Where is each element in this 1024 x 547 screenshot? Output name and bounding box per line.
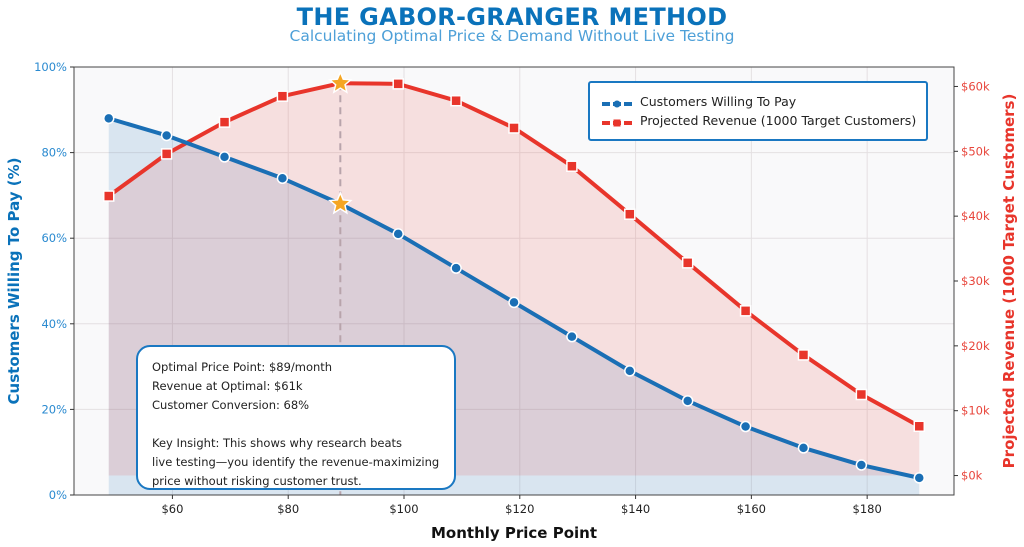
- svg-text:$160: $160: [737, 502, 766, 516]
- legend-item-customers: Customers Willing To Pay: [602, 94, 796, 109]
- y-right-ticks: $0k $10k $20k $30k $40k $50k $60k: [954, 79, 990, 483]
- insight-line-2: live testing—you identify the revenue-ma…: [152, 455, 440, 469]
- svg-text:$60k: $60k: [961, 79, 990, 93]
- legend: Customers Willing To Pay Projected Reven…: [588, 81, 928, 141]
- svg-text:100%: 100%: [34, 60, 67, 74]
- chart-title: THE GABOR-GRANGER METHOD: [296, 3, 728, 31]
- svg-text:$80: $80: [277, 502, 299, 516]
- svg-text:$50k: $50k: [961, 144, 990, 158]
- svg-text:0%: 0%: [49, 488, 67, 502]
- x-ticks: $60 $80 $100 $120 $140 $160 $180: [161, 495, 882, 516]
- svg-text:$180: $180: [853, 502, 882, 516]
- svg-text:$20k: $20k: [961, 339, 990, 353]
- x-axis-label: Monthly Price Point: [431, 524, 597, 542]
- svg-text:20%: 20%: [41, 402, 67, 416]
- legend-item-revenue: Projected Revenue (1000 Target Customers…: [602, 113, 916, 128]
- y-left-axis-label: Customers Willing To Pay (%): [5, 158, 23, 405]
- svg-text:80%: 80%: [41, 146, 67, 160]
- y-right-axis-label: Projected Revenue (1000 Target Customers…: [1000, 94, 1018, 469]
- svg-text:$10k: $10k: [961, 404, 990, 418]
- y-left-ticks: 0% 20% 40% 60% 80% 100%: [34, 60, 74, 502]
- svg-text:$40k: $40k: [961, 209, 990, 223]
- insight-line-1: Key Insight: This shows why research bea…: [152, 436, 403, 450]
- legend-label-revenue: Projected Revenue (1000 Target Customers…: [640, 113, 917, 128]
- blue-line-circle-icon: [602, 97, 632, 107]
- svg-text:$120: $120: [505, 502, 534, 516]
- conversion-text: Customer Conversion: 68%: [152, 398, 310, 412]
- optimal-revenue-text: Revenue at Optimal: $61k: [152, 379, 303, 393]
- red-line-square-icon: [602, 116, 632, 126]
- insight-line-3: price without risking customer trust.: [152, 474, 362, 488]
- legend-label-customers: Customers Willing To Pay: [640, 94, 797, 109]
- svg-text:$30k: $30k: [961, 274, 990, 288]
- svg-text:60%: 60%: [41, 231, 67, 245]
- svg-text:$100: $100: [389, 502, 418, 516]
- svg-text:$60: $60: [161, 502, 183, 516]
- optimal-star-markers: [327, 70, 353, 215]
- optimal-price-text: Optimal Price Point: $89/month: [152, 360, 333, 374]
- series-lines: [102, 78, 926, 484]
- optimal-summary-box: Optimal Price Point: $89/month Revenue a…: [136, 345, 456, 490]
- svg-text:$140: $140: [621, 502, 650, 516]
- svg-text:$0k: $0k: [961, 469, 983, 483]
- svg-text:40%: 40%: [41, 317, 67, 331]
- chart-subtitle: Calculating Optimal Price & Demand Witho…: [289, 27, 735, 45]
